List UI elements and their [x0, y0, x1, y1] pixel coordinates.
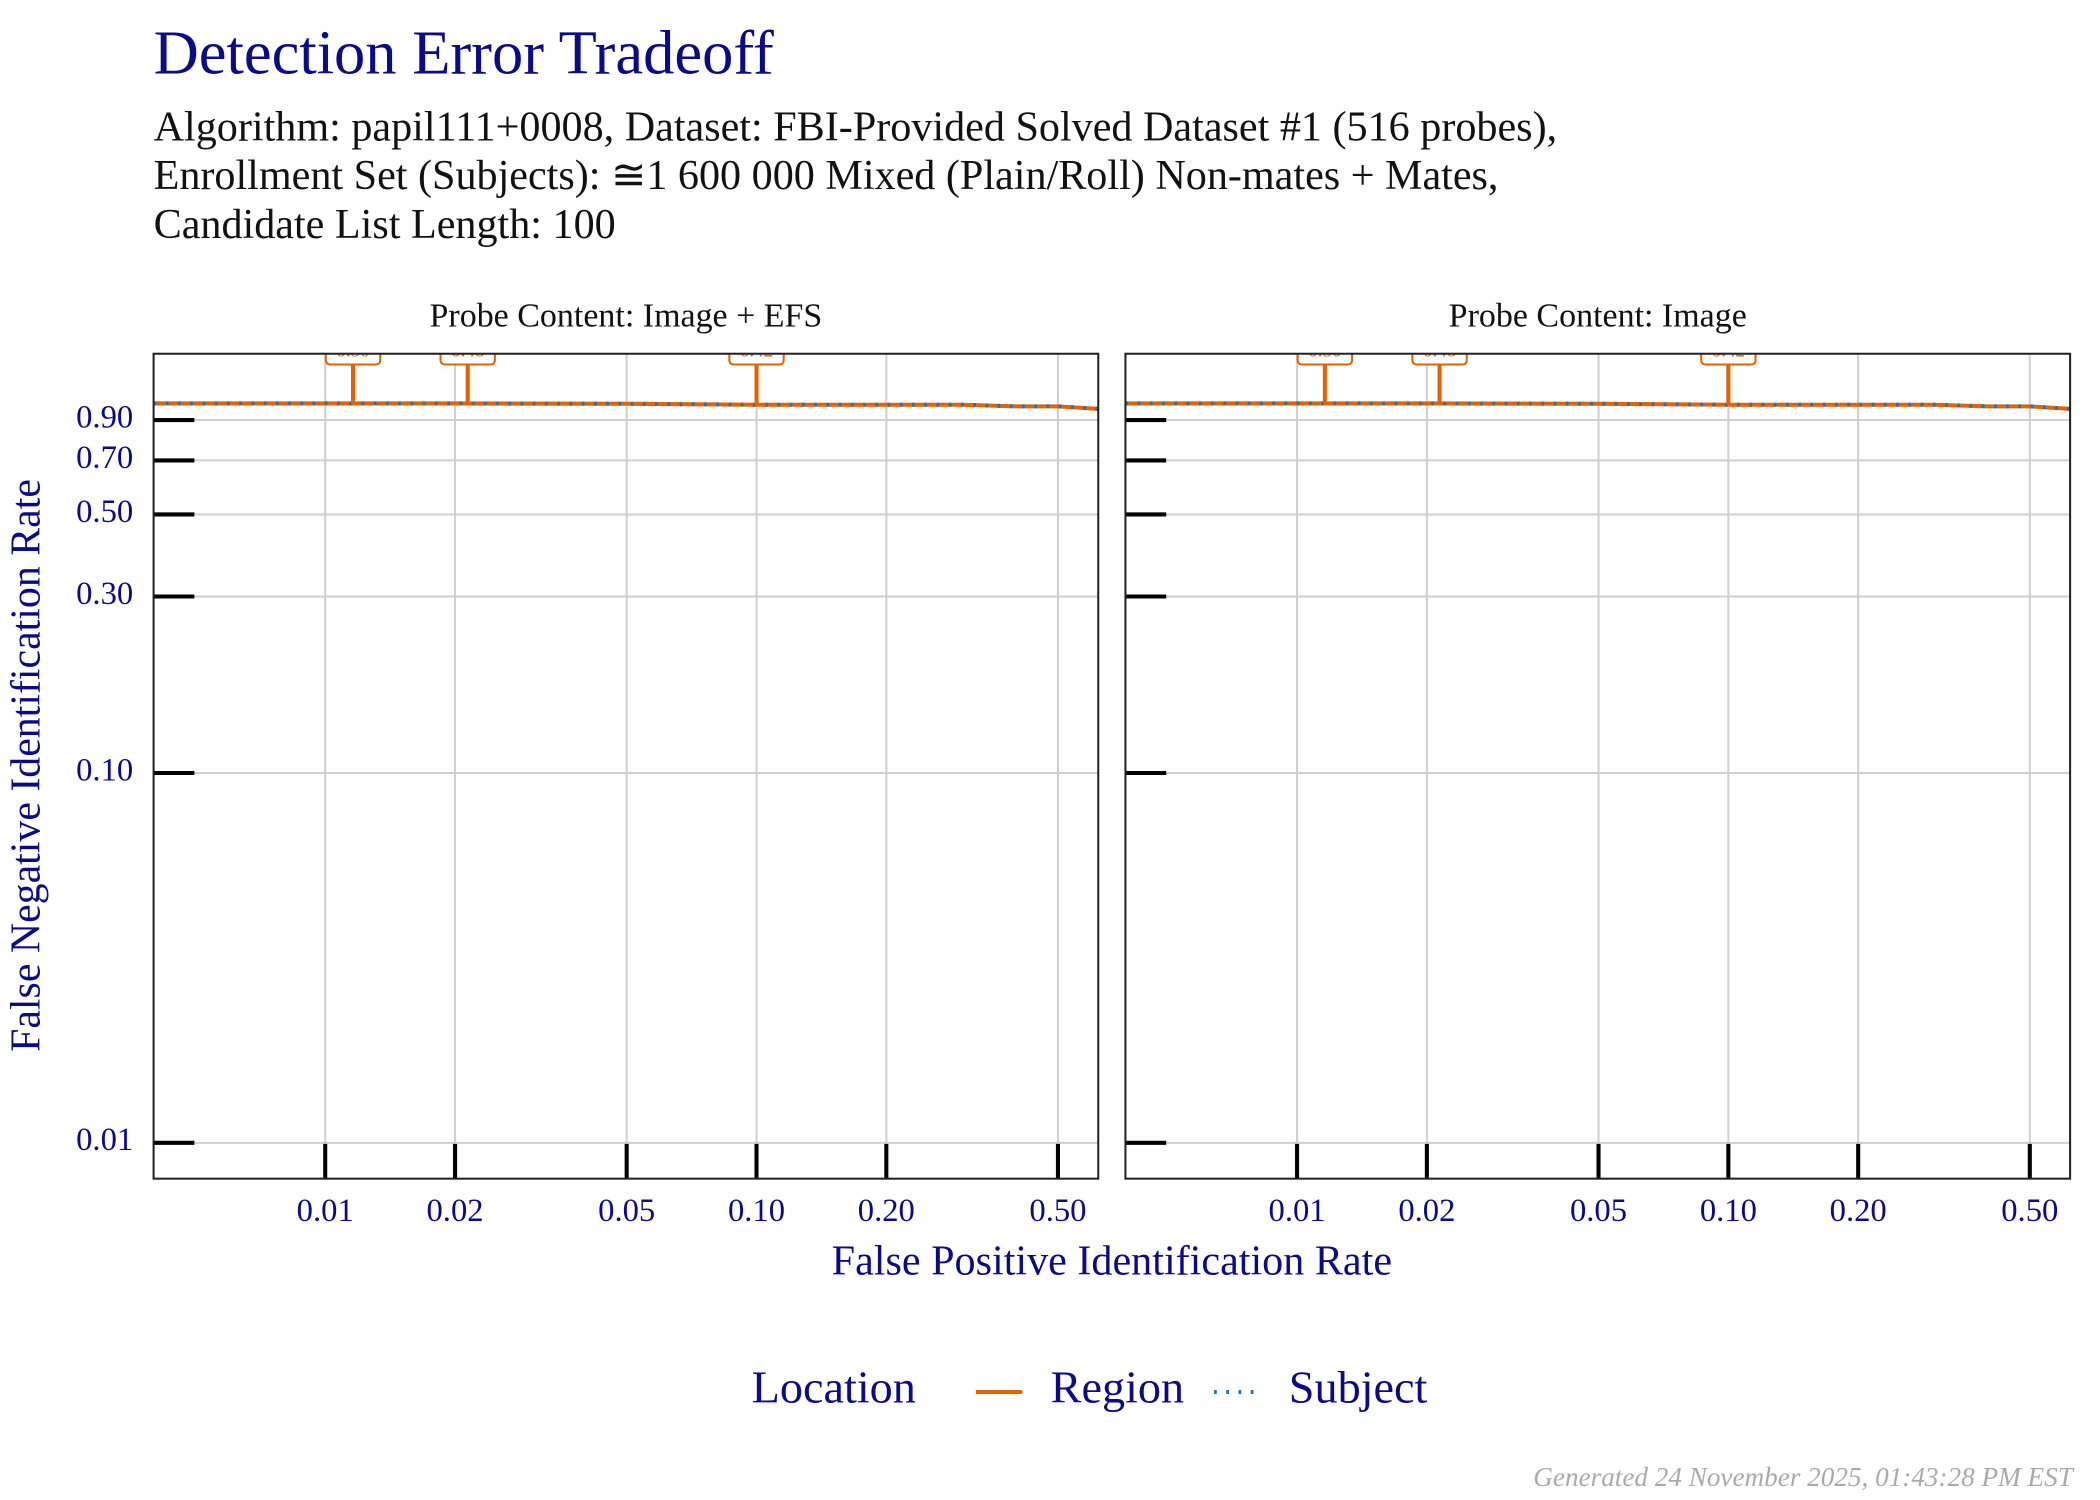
annotation-label: 0.50: [1308, 341, 1341, 362]
y-tick-label: 0.10: [76, 752, 133, 788]
subtitle: Algorithm: papil111+0008, Dataset: FBI-P…: [154, 105, 1558, 151]
legend-title: Location: [752, 1362, 916, 1413]
plot-border: [152, 352, 1100, 1180]
x-axis-label: False Positive Identification Rate: [832, 1239, 1392, 1285]
x-tick-label: 0.20: [1830, 1193, 1887, 1229]
x-tick-label: 0.01: [1269, 1193, 1326, 1229]
x-tick-label: 0.02: [1398, 1193, 1455, 1229]
annotation-label: 0.48: [1423, 341, 1456, 362]
annotation-box: [1411, 353, 1468, 366]
panel-title: Probe Content: Image + EFS: [430, 297, 823, 334]
annotation-box: [1700, 353, 1757, 366]
plot-area: 0.50 0.48 0.42: [1125, 341, 2071, 411]
plot-border: [1124, 352, 2072, 1180]
x-tick-label: 0.05: [598, 1193, 655, 1229]
annotation-box: [728, 353, 785, 366]
y-axis-label: False Negative Identification Rate: [3, 479, 49, 1052]
legend-label: Region: [1051, 1362, 1184, 1413]
plot-area: 0.50 0.48 0.42: [153, 341, 1099, 411]
y-tick-label: 0.90: [76, 400, 133, 436]
x-tick-label: 0.10: [1700, 1193, 1757, 1229]
legend-label: Subject: [1289, 1362, 1428, 1413]
annotation-label: 0.42: [740, 341, 773, 362]
annotation-label: 0.42: [1712, 341, 1745, 362]
x-tick-label: 0.02: [427, 1193, 484, 1229]
subtitle: Candidate List Length: 100: [154, 202, 616, 248]
series-line: [153, 401, 1099, 411]
chart-title: Detection Error Tradeoff: [154, 19, 775, 88]
x-tick-label: 0.10: [728, 1193, 785, 1229]
footer: Generated 24 November 2025, 01:43:28 PM …: [1533, 1462, 2074, 1492]
annotation-box: [439, 353, 496, 366]
annotation-label: 0.48: [451, 341, 484, 362]
annotation-box: [324, 353, 382, 366]
x-tick-label: 0.50: [2001, 1193, 2058, 1229]
annotation-box: [1296, 353, 1354, 366]
subtitle: Enrollment Set (Subjects): ≅1 600 000 Mi…: [154, 153, 1499, 199]
y-tick-label: 0.50: [76, 494, 133, 530]
x-tick-label: 0.05: [1570, 1193, 1627, 1229]
y-tick-label: 0.70: [76, 440, 133, 476]
x-tick-label: 0.01: [297, 1193, 354, 1229]
series-line: [1125, 401, 2071, 411]
y-tick-label: 0.30: [76, 576, 133, 612]
panel-title: Probe Content: Image: [1449, 297, 1747, 334]
x-tick-label: 0.50: [1029, 1193, 1086, 1229]
x-tick-label: 0.20: [858, 1193, 915, 1229]
y-tick-label: 0.01: [76, 1122, 133, 1158]
annotation-label: 0.50: [336, 341, 369, 362]
